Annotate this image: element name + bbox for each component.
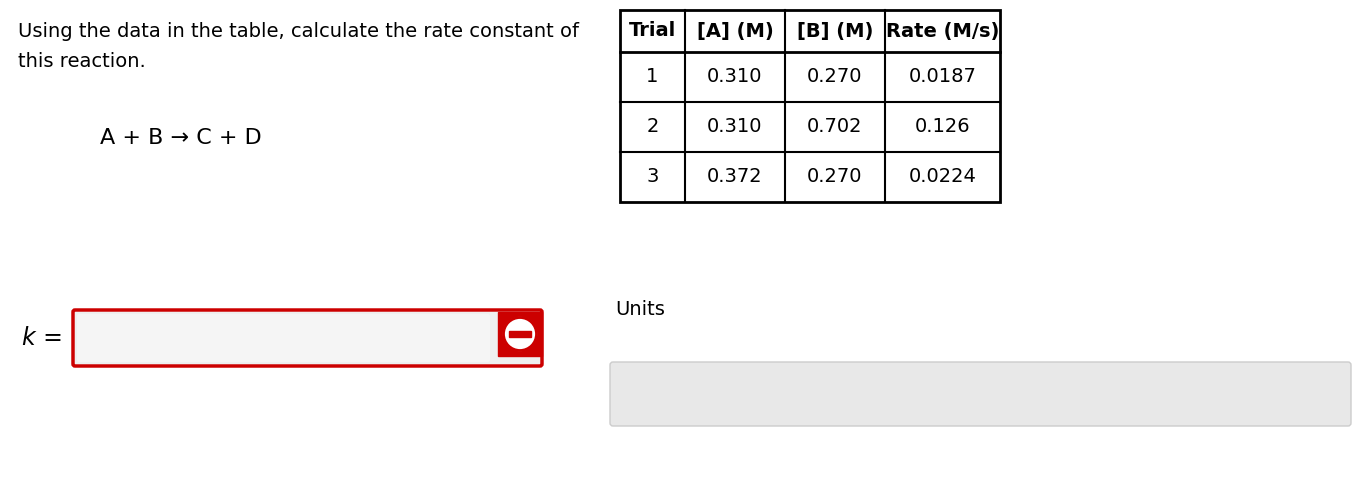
- FancyBboxPatch shape: [611, 362, 1351, 426]
- Text: 0.0187: 0.0187: [909, 67, 976, 87]
- Text: this reaction.: this reaction.: [18, 52, 146, 71]
- Bar: [510, 331, 532, 338]
- Text: 1: 1: [646, 67, 658, 87]
- FancyBboxPatch shape: [76, 314, 491, 362]
- Text: 2: 2: [646, 118, 658, 136]
- Text: [B] (M): [B] (M): [797, 22, 874, 40]
- Text: k =: k =: [22, 326, 63, 350]
- Text: 0.223: 0.223: [89, 328, 149, 348]
- FancyBboxPatch shape: [74, 310, 542, 366]
- Text: 0.310: 0.310: [707, 118, 763, 136]
- Text: 0.270: 0.270: [807, 167, 863, 186]
- Text: Trial: Trial: [628, 22, 676, 40]
- Text: Rate (M/s): Rate (M/s): [886, 22, 999, 40]
- Text: Units: Units: [615, 300, 665, 319]
- Text: 0.270: 0.270: [807, 67, 863, 87]
- Text: 0.372: 0.372: [707, 167, 763, 186]
- Text: 0.310: 0.310: [707, 67, 763, 87]
- Circle shape: [503, 317, 537, 350]
- Text: [A] (M): [A] (M): [696, 22, 773, 40]
- Text: A + B → C + D: A + B → C + D: [99, 128, 262, 148]
- Text: $\mathregular{M^{-2}s^{-1}}$: $\mathregular{M^{-2}s^{-1}}$: [939, 380, 1022, 407]
- Text: 0.0224: 0.0224: [909, 167, 976, 186]
- Bar: [497, 312, 542, 356]
- Text: 3: 3: [646, 167, 658, 186]
- Text: Using the data in the table, calculate the rate constant of: Using the data in the table, calculate t…: [18, 22, 579, 41]
- Text: 0.702: 0.702: [807, 118, 863, 136]
- Bar: [620, 10, 1000, 202]
- Text: 0.126: 0.126: [915, 118, 970, 136]
